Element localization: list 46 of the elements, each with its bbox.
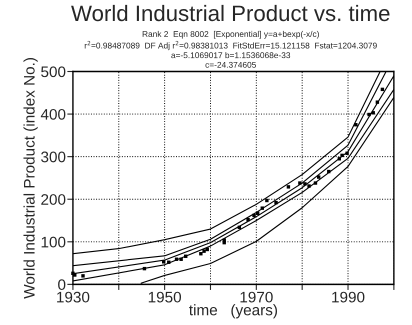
point — [167, 260, 170, 264]
point — [202, 249, 206, 253]
point — [303, 182, 307, 186]
point — [327, 170, 330, 174]
y-tick-label: 0 — [58, 279, 66, 290]
point — [162, 260, 166, 264]
point — [260, 206, 264, 210]
point — [340, 154, 344, 158]
point — [372, 111, 375, 114]
point — [246, 218, 250, 222]
y-tick-label: 500 — [41, 66, 66, 78]
y-tick-label: 400 — [40, 108, 66, 120]
point — [174, 258, 178, 261]
point — [81, 274, 85, 278]
point — [199, 252, 203, 256]
x-tick-label: 1990 — [332, 292, 364, 303]
point — [142, 266, 146, 270]
point — [298, 181, 302, 185]
point — [307, 184, 311, 188]
point — [252, 214, 256, 218]
chart-title: World Industrial Product vs. time — [71, 4, 390, 22]
x-axis-title: time (years) — [189, 304, 278, 318]
x-tick-label: 1930 — [57, 292, 90, 303]
point — [184, 254, 188, 258]
point — [265, 198, 269, 202]
point — [179, 258, 183, 261]
point — [222, 240, 226, 244]
y-axis-title: World Industrial Product (index No.) — [23, 58, 38, 299]
point — [367, 112, 371, 116]
point — [380, 88, 384, 92]
point — [338, 157, 342, 160]
point — [376, 100, 380, 104]
x-tick-label: 1950 — [148, 292, 182, 303]
point — [274, 200, 278, 204]
point — [238, 226, 242, 230]
text: Rank 2 Eqn 8002 [Exponential] y=a+bexp(-x/c) r$^{2}$=0.98487089 DF Adj r$^{2}$=0.98381013 FitStdErr=15.121158 Fstat=1204.3079 a=-5.1069017 b=1.1536068e-33 c=-24.374605 — [84, 30, 377, 68]
x-tick-label: 1970 — [240, 292, 273, 303]
y-tick-label: 100 — [42, 236, 66, 248]
point — [256, 212, 260, 215]
point — [354, 123, 358, 126]
point — [316, 175, 320, 179]
y-tick-label: 300 — [41, 152, 66, 162]
point — [286, 185, 290, 189]
point — [345, 152, 349, 155]
y-tick-label: 200 — [41, 194, 66, 205]
point — [206, 248, 209, 252]
